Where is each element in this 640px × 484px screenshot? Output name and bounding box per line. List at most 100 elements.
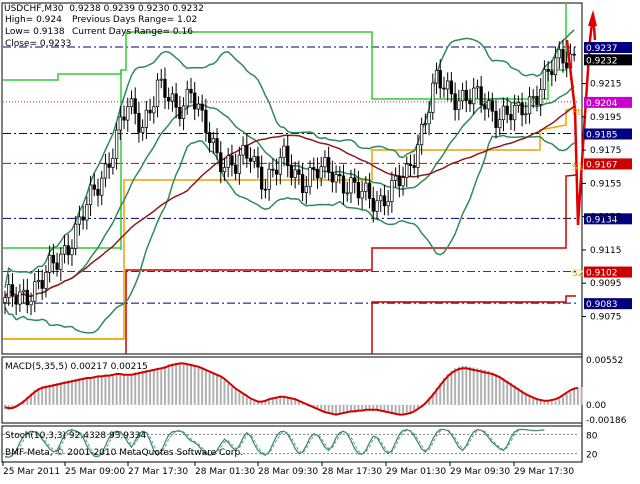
candle-body: [230, 155, 234, 166]
pivot-labels: S1 S2 Pt: [572, 108, 583, 279]
stoch-tick-label: 20: [586, 451, 598, 461]
candle-body: [278, 157, 282, 175]
time-label: 25 Mar 2011: [3, 467, 60, 477]
bollinger-lower: [4, 134, 575, 334]
bollinger-middle: [4, 85, 575, 298]
price-label-box: [584, 158, 632, 170]
candle-body: [271, 168, 275, 171]
candle-body: [353, 177, 357, 183]
candle-body: [185, 88, 189, 107]
candle-body: [77, 216, 82, 225]
price-label: 0.9232: [586, 56, 618, 66]
candle-body: [531, 96, 535, 98]
daily-open-line: [3, 107, 577, 340]
candle-body: [33, 281, 37, 302]
candlesticks: [3, 39, 576, 316]
time-label: 27 Mar 17:30: [128, 467, 188, 477]
candle-body: [103, 163, 108, 179]
candle-body: [226, 155, 230, 168]
candle-body: [129, 98, 134, 108]
daily-low2-line: [371, 295, 576, 354]
candle-body: [460, 89, 465, 102]
candle-body: [207, 132, 212, 143]
candle-body: [297, 169, 301, 175]
candle-body: [356, 182, 361, 199]
price-label-box: [584, 213, 632, 225]
candle-body: [401, 177, 405, 187]
candle-body: [282, 145, 286, 158]
price-tick-label: 0.9175: [590, 146, 622, 156]
price-label-box: [584, 298, 632, 310]
daily-range-lines: [3, 3, 577, 354]
candle-body: [572, 53, 576, 56]
candle-body: [293, 169, 297, 178]
candle-body: [349, 177, 353, 194]
candle-body: [300, 174, 305, 193]
price-tick-label: 0.9215: [590, 80, 622, 90]
candle-body: [475, 86, 480, 89]
candle-body: [431, 82, 435, 113]
candle-body: [181, 105, 186, 119]
symbol-line: USDCHF,M30 0.9238 0.9239 0.9230 0.9232: [4, 4, 204, 14]
candle-body: [345, 192, 349, 195]
candle-body: [524, 113, 528, 116]
candle-body: [405, 163, 409, 179]
price-tick-label: 0.9195: [590, 113, 622, 123]
candle-body: [379, 195, 383, 202]
macd-title: MACD(5,35,5) 0.00217 0.00215: [5, 362, 148, 372]
candle-body: [252, 156, 256, 162]
candle-body: [100, 177, 104, 196]
candle-body: [442, 87, 446, 90]
macd-tick-label: -0.00186: [586, 416, 627, 426]
stochastic-indicator: 80 20: [3, 428, 598, 461]
candle-body: [393, 175, 398, 181]
price-tick-label: 0.9135: [590, 213, 622, 223]
candle-body: [565, 62, 569, 69]
candle-body: [174, 93, 178, 108]
candle-body: [330, 171, 335, 183]
close-value: Close= 0.9233: [5, 39, 72, 49]
candle-body: [367, 182, 372, 199]
candle-body: [248, 157, 253, 162]
candle-body: [85, 204, 89, 221]
candle-body: [137, 113, 141, 133]
stoch-signal-line: [4, 429, 545, 458]
candle-body: [211, 138, 215, 143]
candle-body: [152, 106, 156, 114]
candle-body: [66, 245, 70, 256]
time-label: 28 Mar 01:30: [195, 467, 255, 477]
candle-body: [509, 114, 513, 121]
stoch-title: Stoch(10,3,3) 92.4328 93.9334: [5, 431, 147, 441]
candle-body: [375, 200, 379, 212]
candle-body: [233, 164, 238, 174]
candle-body: [419, 123, 424, 146]
price-label: 0.9204: [586, 99, 618, 109]
price-label: 0.9237: [586, 44, 618, 54]
candle-body: [59, 253, 63, 270]
candle-body: [326, 157, 331, 173]
price-label-box: [584, 266, 632, 278]
candle-body: [553, 57, 558, 76]
candle-body: [423, 123, 428, 126]
candle-body: [47, 254, 52, 273]
candle-body: [70, 248, 74, 256]
time-label: 28 Mar 17:30: [322, 467, 382, 477]
candle-body: [55, 262, 59, 270]
price-label: 0.9167: [586, 160, 618, 170]
candle-body: [438, 70, 442, 89]
candle-body: [516, 102, 521, 106]
candle-body: [3, 297, 7, 303]
candle-body: [148, 109, 152, 114]
time-label: 29 Mar 09:30: [450, 467, 510, 477]
candle-body: [170, 93, 175, 102]
candle-body: [486, 100, 491, 110]
candle-body: [464, 89, 468, 101]
candle-body: [51, 254, 56, 264]
price-label: 0.9134: [586, 215, 618, 225]
candle-body: [88, 184, 93, 205]
candle-body: [62, 245, 67, 255]
candle-body: [237, 154, 242, 174]
candle-body: [96, 188, 100, 196]
